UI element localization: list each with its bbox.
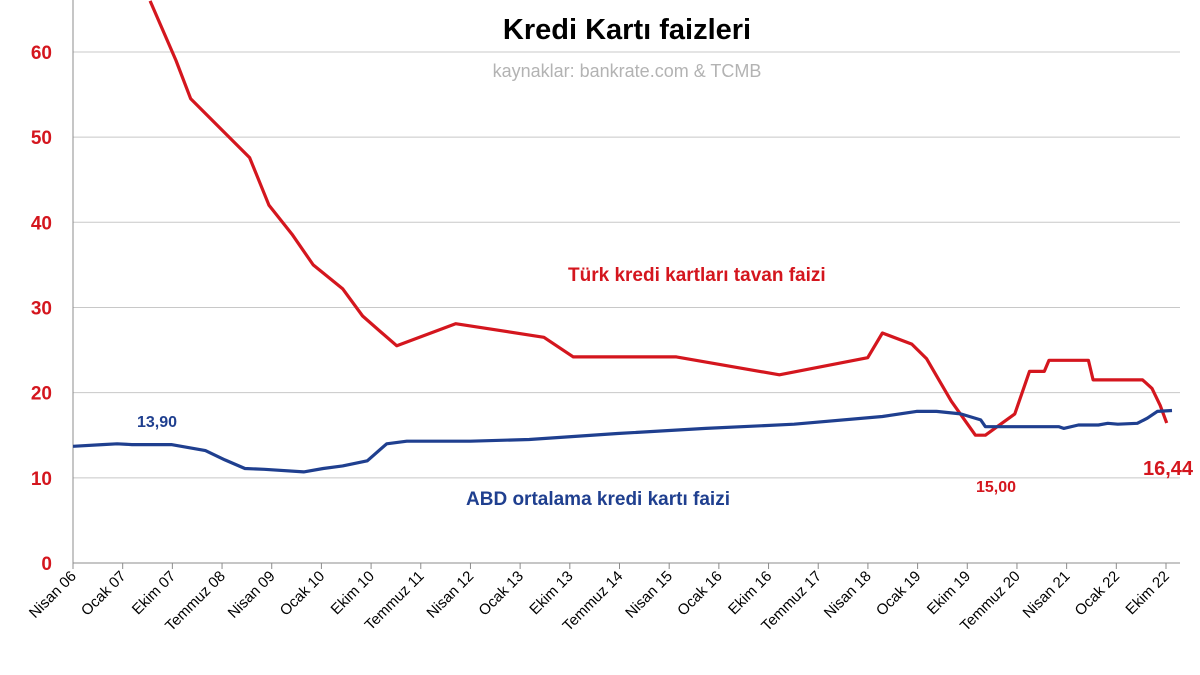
y-tick-label-40: 40 [31,213,52,234]
x-tick-label: Ekim 22 [1122,568,1172,618]
series-label-turkish-cap-rate: Türk kredi kartları tavan faizi [568,265,826,286]
data-label-13-90: 13,90 [137,414,178,431]
y-tick-label-30: 30 [31,298,52,319]
x-tick-label: Ekim 19 [924,568,974,618]
x-tick-label: Ocak 13 [475,568,527,620]
x-tick-label: Ekim 16 [725,568,775,618]
x-tick-label: Ocak 22 [1072,568,1124,620]
x-tick-label: Ekim 07 [129,568,179,618]
x-tick-label: Nisan 12 [423,568,477,622]
chart-title: Kredi Kartı faizleri [502,14,752,46]
data-label-15-00: 15,00 [976,479,1017,496]
chart-subtitle: kaynaklar: bankrate.com & TCMB [492,61,762,81]
y-tick-label-50: 50 [31,128,52,149]
y-tick-label-0: 0 [41,554,52,575]
x-tick-label: Ocak 16 [674,568,726,620]
gridlines [73,51,1180,479]
y-tick-label-20: 20 [31,384,52,405]
series-line-us-average-rate [73,408,1173,474]
x-tick-label: Nisan 15 [622,568,676,622]
x-tick-label: Nisan 06 [26,568,80,622]
x-tick-label: Ekim 13 [526,568,576,618]
y-tick-label-60: 60 [31,43,52,64]
axes [72,0,1180,564]
x-tick-label: Nisan 18 [821,568,875,622]
x-tick-label: Ocak 07 [78,568,130,620]
x-tick-label: Ekim 10 [328,568,378,618]
y-axis-ticks: 0 10 20 30 40 50 60 [31,43,52,575]
y-tick-label-10: 10 [31,469,52,490]
x-tick-label: Ocak 19 [873,568,925,620]
x-tick-label: Nisan 09 [225,568,279,622]
series-lines [73,0,1173,474]
x-tick-label: Nisan 21 [1020,568,1074,622]
x-tick-label: Ocak 10 [277,568,329,620]
data-label-16-44: 16,44 [1143,458,1194,480]
series-label-us-average-rate: ABD ortalama kredi kartı faizi [466,489,730,510]
series-line-turkish-cap-rate [148,0,1169,437]
